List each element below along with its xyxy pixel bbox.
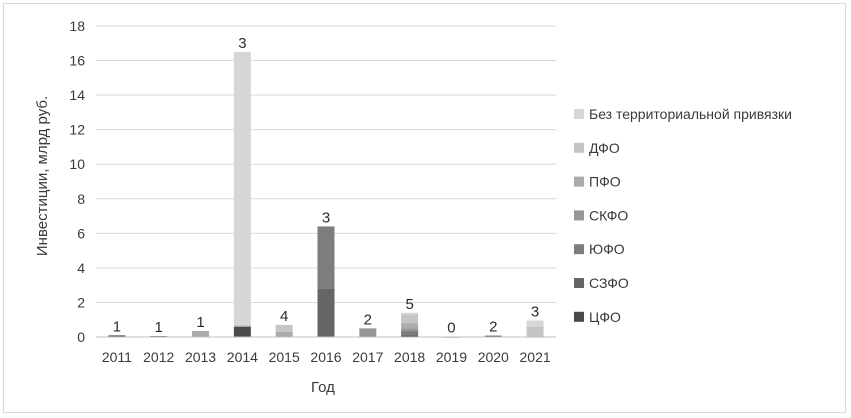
x-tick-label: 2011: [102, 349, 132, 365]
y-tick-label: 6: [77, 225, 85, 241]
bar-segment: [401, 328, 419, 331]
legend-swatch: [574, 109, 584, 119]
bar-segment: [275, 324, 293, 332]
bar-segment: [401, 335, 419, 337]
bar-segment: [317, 288, 335, 337]
x-axis-title: Год: [311, 379, 335, 396]
bar-data-label: 5: [405, 296, 413, 313]
x-tick-label: 2018: [394, 349, 425, 365]
legend-label: СКФО: [589, 207, 628, 223]
y-tick-label: 10: [69, 156, 85, 172]
y-tick-label: 4: [77, 260, 85, 276]
data-labels: 1 1 1 3 4 3 2 5 0 2 3: [113, 35, 540, 337]
legend-label: Без территориальной привязки: [589, 106, 792, 122]
x-tick-label: 2012: [143, 349, 174, 365]
x-tick-label: 2017: [352, 349, 383, 365]
legend-swatch: [574, 210, 584, 221]
bar-segment: [233, 324, 251, 327]
bar-segment: [526, 326, 544, 337]
x-tick-label: 2019: [436, 349, 467, 365]
bar-segment: [401, 323, 419, 329]
x-tick-label: 2020: [478, 349, 509, 365]
y-tick-label: 12: [69, 122, 85, 138]
gridlines: [96, 25, 556, 303]
x-tick-label: 2021: [520, 349, 551, 365]
bar-data-label: 2: [489, 319, 497, 336]
bar-segment: [401, 314, 419, 324]
y-tick-label: 0: [77, 329, 85, 345]
bar-data-label: 3: [531, 304, 539, 321]
y-tick-label: 18: [69, 18, 85, 34]
legend-label: СЗФО: [589, 275, 629, 291]
bar-segment: [359, 328, 377, 337]
bar-segment: [233, 326, 251, 337]
bar-segment: [192, 330, 210, 337]
x-tick-label: 2015: [269, 349, 300, 365]
x-tick-label: 2016: [310, 349, 341, 365]
bar-data-label: 1: [155, 319, 163, 336]
chart-frame: [3, 3, 846, 413]
legend-swatch: [574, 142, 584, 153]
bar-data-label: 0: [447, 320, 455, 337]
legend-swatch: [574, 244, 584, 255]
y-tick-label: 2: [77, 294, 85, 310]
x-tick-label: 2014: [227, 349, 258, 365]
bar-data-label: 1: [113, 318, 121, 335]
legend-swatch: [574, 176, 584, 187]
bar-data-label: 3: [238, 35, 246, 52]
bar-data-label: 4: [280, 308, 288, 325]
y-tick-label: 14: [69, 87, 85, 103]
legend-label: ЦФО: [589, 309, 621, 325]
x-tick-label: 2013: [185, 349, 216, 365]
legend-label: ЮФО: [589, 241, 625, 257]
legend-label: ДФО: [589, 140, 620, 156]
bar-segment: [317, 226, 335, 289]
bar-segment: [108, 335, 126, 337]
bar-segment: [526, 320, 544, 327]
bar-segment: [233, 51, 251, 325]
y-axis-title: Инвестиции, млрд руб.: [34, 96, 51, 256]
bar-segment: [401, 330, 419, 336]
legend: Без территориальной привязки ДФО ПФО СКФО ЮФ…: [574, 106, 792, 325]
legend-swatch: [574, 311, 584, 322]
y-tick-label: 16: [69, 53, 85, 69]
legend-swatch: [574, 278, 584, 288]
bar-segment: [401, 312, 419, 315]
bar-segment: [484, 335, 502, 337]
bar-data-label: 1: [196, 314, 204, 331]
y-tick-label: 8: [77, 191, 85, 207]
bar-data-label: 3: [322, 209, 330, 226]
legend-label: ПФО: [589, 174, 621, 190]
bar-segment: [275, 331, 293, 337]
bar-data-label: 2: [364, 311, 372, 328]
